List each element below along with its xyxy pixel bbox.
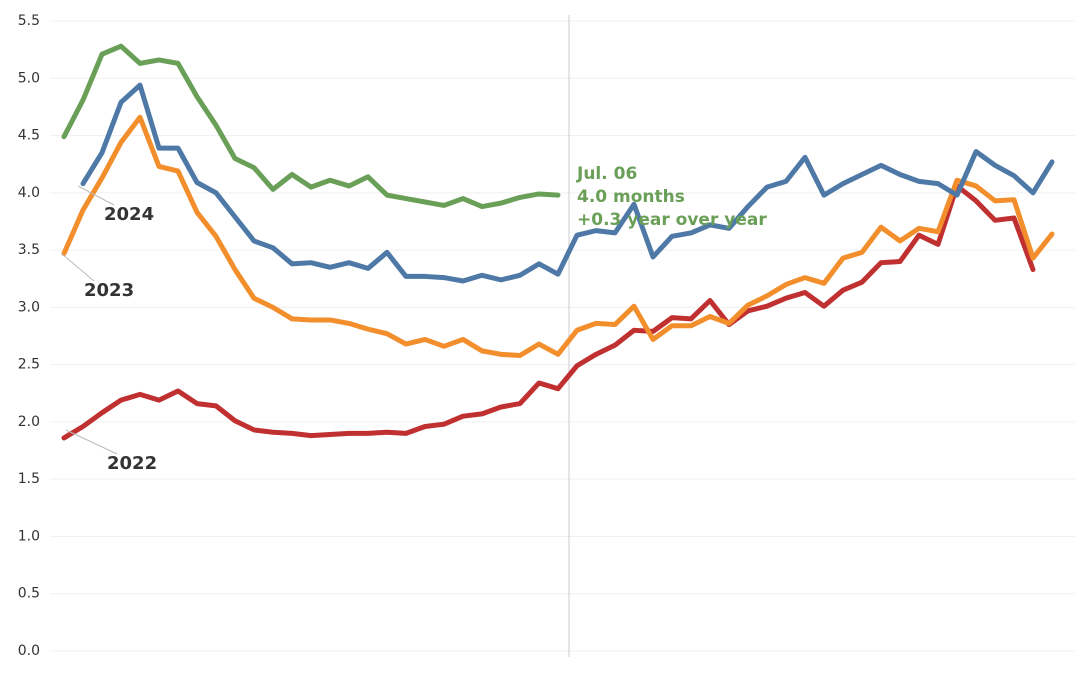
- series-line: [80, 82, 1055, 284]
- leader-line: [77, 185, 115, 206]
- y-tick-label: 4.5: [18, 128, 40, 144]
- y-tick-label: 1.0: [18, 528, 40, 544]
- y-tick-label: 2.5: [18, 357, 40, 373]
- annotation: +0.3 year over year: [577, 210, 767, 230]
- y-tick-label: 1.5: [18, 471, 40, 487]
- annotation: Jul. 06: [576, 164, 637, 184]
- y-tick-label: 3.5: [18, 242, 40, 258]
- leader-line: [65, 429, 118, 455]
- y-tick-label: 0.5: [18, 586, 40, 602]
- series-label: 2022: [107, 453, 157, 474]
- series-line: [61, 43, 561, 210]
- y-tick-label: 2.0: [18, 414, 40, 430]
- annotation: 4.0 months: [577, 187, 685, 207]
- series-label: 2023: [84, 280, 134, 301]
- y-tick-label: 3.0: [18, 299, 40, 315]
- y-tick-label: 4.0: [18, 185, 40, 201]
- y-tick-label: 0.0: [18, 643, 40, 659]
- y-tick-label: 5.5: [18, 13, 40, 29]
- series-line: [61, 114, 1055, 358]
- y-tick-label: 5.0: [18, 70, 40, 86]
- series-label: 2024: [104, 204, 154, 225]
- series-line: [61, 183, 1036, 441]
- leader-line: [61, 253, 95, 282]
